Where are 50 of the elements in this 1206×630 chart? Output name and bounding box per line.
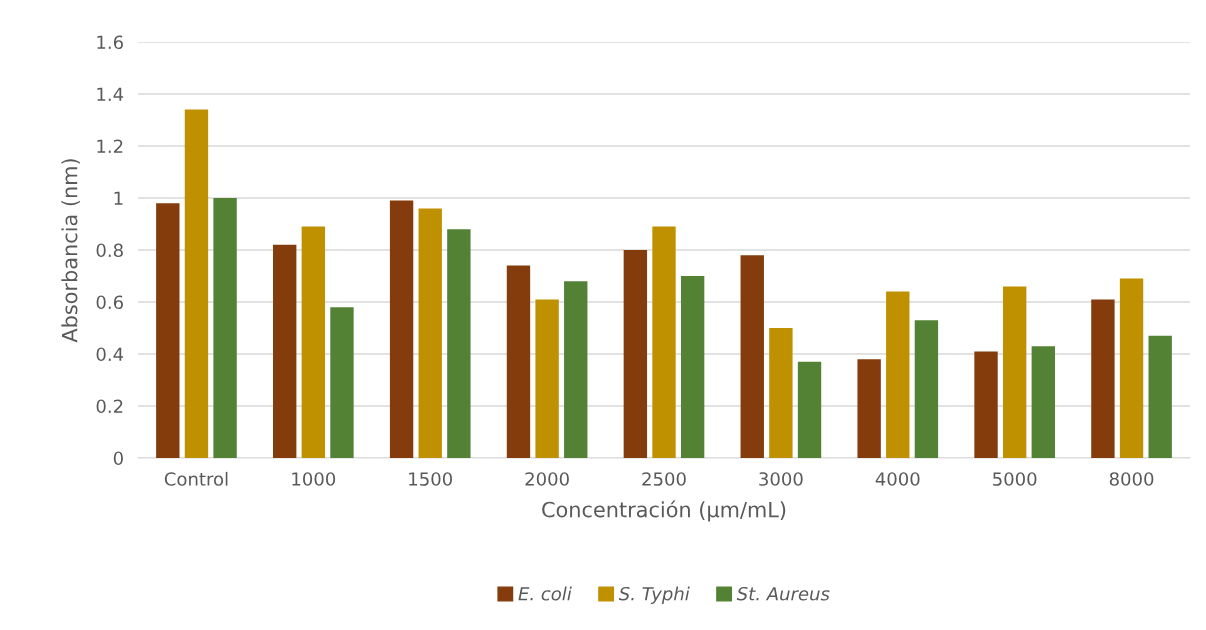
y-tick-label: 0.8 <box>96 243 123 258</box>
bar <box>797 361 822 458</box>
legend-label: St. Aureus <box>736 586 830 601</box>
bar <box>1119 278 1144 458</box>
bar <box>301 226 326 458</box>
x-tick-label: 5000 <box>993 472 1037 486</box>
x-tick-label: 2500 <box>642 472 686 486</box>
bar <box>680 276 705 458</box>
x-tick-label: 1500 <box>409 472 452 486</box>
bar <box>652 226 676 458</box>
x-tick-label: 2000 <box>525 472 569 486</box>
bar <box>447 229 471 458</box>
bar <box>389 200 414 458</box>
y-tick-label: 1 <box>114 191 123 205</box>
bar <box>184 109 209 458</box>
bar <box>330 307 354 458</box>
bar <box>857 359 881 458</box>
y-tick-label: 0.6 <box>96 295 123 310</box>
bar <box>886 291 910 458</box>
x-tick-label: 1000 <box>292 472 336 486</box>
y-tick-label: 1.4 <box>97 87 124 101</box>
bar <box>740 255 764 458</box>
bar <box>914 320 939 458</box>
y-axis-title: Absorbancia (nm) <box>61 159 80 343</box>
y-tick-label: 0.2 <box>96 399 123 414</box>
bar <box>1031 346 1055 458</box>
legend-label: E. coli <box>518 586 572 601</box>
x-tick-label: Control <box>164 471 228 486</box>
bar <box>769 328 793 458</box>
bar <box>418 208 442 458</box>
y-tick-label: 0.4 <box>96 347 124 362</box>
bar <box>506 265 531 458</box>
bar <box>623 250 648 458</box>
bar <box>156 203 180 458</box>
y-tick-label: 0 <box>113 451 123 466</box>
bar <box>273 244 297 458</box>
x-tick-label: 3000 <box>759 472 803 486</box>
y-tick-label: 1.2 <box>97 139 123 153</box>
bar <box>213 198 237 458</box>
bar <box>1148 335 1172 458</box>
x-tick-label: 4000 <box>875 472 920 486</box>
bar <box>564 281 588 458</box>
bar <box>1002 286 1027 458</box>
x-tick-label: 8000 <box>1109 472 1154 486</box>
bar <box>974 351 998 458</box>
x-axis-title: Concentración (µm/mL) <box>542 500 786 522</box>
bar <box>535 299 559 458</box>
legend-label: S. Typhi <box>618 586 690 605</box>
bar <box>1091 299 1115 458</box>
y-tick-label: 1.6 <box>97 35 123 50</box>
